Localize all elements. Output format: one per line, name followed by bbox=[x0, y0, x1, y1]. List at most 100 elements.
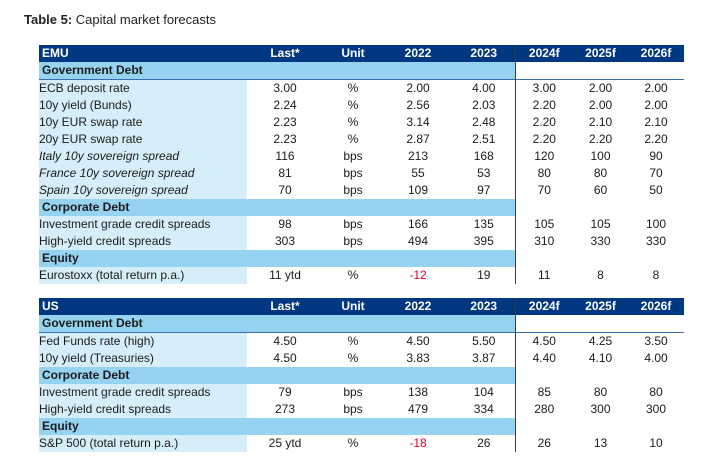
table-row: 10y EUR swap rate 2.23% 3.14 2.48 2.20 2.10 2.… bbox=[39, 114, 684, 131]
table-cell: 303 bbox=[274, 234, 296, 248]
table-cell: 55 bbox=[411, 166, 425, 180]
table-cell: 104 bbox=[453, 384, 516, 401]
table-cell: bps bbox=[343, 166, 363, 180]
table-row: France 10y sovereign spread 81 bps 55 53 80 80… bbox=[39, 165, 684, 182]
section-title: Corporate Debt bbox=[39, 367, 516, 384]
table-cell: 300 bbox=[645, 402, 667, 416]
table-cell: bps bbox=[343, 149, 363, 163]
table-row: 20y EUR swap rate 2.23% 2.87 2.51 2.20 2.20 2.… bbox=[39, 131, 684, 148]
column-header: Unit bbox=[323, 45, 383, 62]
row-label: High-yield credit spreads bbox=[39, 233, 247, 250]
table-row: Eurostoxx (total return p.a.) 11 ytd% -12 1… bbox=[39, 267, 684, 284]
table-cell: 105 bbox=[534, 217, 555, 231]
column-header: 2022 bbox=[383, 45, 453, 62]
table-cell: 3.83 bbox=[406, 351, 430, 365]
table-cell: 70 bbox=[278, 183, 292, 197]
table-cell: 2.56 bbox=[406, 98, 430, 112]
table-cell: 2.03 bbox=[453, 97, 516, 114]
section-row: Equity bbox=[39, 418, 684, 435]
section-row: Equity bbox=[39, 250, 684, 267]
table-cell: 105 bbox=[590, 217, 611, 231]
column-header: Last* bbox=[247, 298, 323, 315]
row-label: Investment grade credit spreads bbox=[39, 216, 247, 233]
row-label: 10y yield (Treasuries) bbox=[39, 350, 247, 367]
table-cell: 4.00 bbox=[644, 351, 668, 365]
section-title: Equity bbox=[39, 250, 516, 267]
section-filler bbox=[515, 199, 684, 216]
table-cell: 2.20 bbox=[532, 115, 556, 129]
row-label: France 10y sovereign spread bbox=[39, 165, 247, 182]
region-header: EMU bbox=[39, 45, 247, 62]
table-cell: 26 bbox=[453, 435, 516, 452]
table-cell: % bbox=[347, 132, 359, 146]
column-header: 2024f bbox=[515, 298, 573, 315]
section-row: Government Debt bbox=[39, 315, 684, 333]
row-label: Italy 10y sovereign spread bbox=[39, 148, 247, 165]
table-cell: 4.00 bbox=[453, 79, 516, 97]
table-cell: 4.10 bbox=[588, 351, 613, 365]
section-filler bbox=[515, 418, 684, 435]
column-header: 2025f bbox=[573, 45, 628, 62]
row-label: 10y EUR swap rate bbox=[39, 114, 247, 131]
table-cell: bps bbox=[343, 385, 363, 399]
section-title: Government Debt bbox=[39, 62, 516, 80]
table-row: Fed Funds rate (high) 4.50% 4.50 5.50 4.50 4.… bbox=[39, 332, 684, 350]
section-title: Equity bbox=[39, 418, 516, 435]
column-header: Unit bbox=[323, 298, 383, 315]
table-cell: 70 bbox=[537, 183, 551, 197]
header-row: EMU Last* Unit 2022 2023 2024f 2025f 2026f bbox=[39, 45, 684, 62]
table-cell: 2.00 bbox=[628, 79, 684, 97]
table-cell: 116 bbox=[275, 149, 295, 163]
emu-forecast-table: EMU Last* Unit 2022 2023 2024f 2025f 2026f Gover… bbox=[39, 45, 684, 284]
table-cell: 2.00 bbox=[588, 98, 613, 112]
table-cell: 81 bbox=[278, 166, 292, 180]
us-forecast-table: US Last* Unit 2022 2023 2024f 2025f 2026f Govern… bbox=[39, 298, 684, 452]
table-cell: 100 bbox=[590, 149, 611, 163]
table-cell: 4.50 bbox=[247, 332, 323, 350]
table-cell: bps bbox=[343, 402, 363, 416]
region-header: US bbox=[39, 298, 247, 315]
table-cell: 10 bbox=[649, 436, 663, 450]
table-cell: 2.20 bbox=[532, 132, 556, 146]
table-cell: 2.10 bbox=[588, 115, 613, 129]
section-title: Corporate Debt bbox=[39, 199, 516, 216]
row-label: ECB deposit rate bbox=[39, 79, 247, 97]
table-cell: 2.20 bbox=[588, 132, 613, 146]
table-cell: 5.50 bbox=[453, 332, 516, 350]
table-cell: 13 bbox=[593, 436, 608, 450]
table-cell: 60 bbox=[593, 183, 608, 197]
table-cell: 79 bbox=[278, 385, 292, 399]
table-cell: 2.24 bbox=[273, 98, 297, 112]
row-label: 20y EUR swap rate bbox=[39, 131, 247, 148]
section-row: Corporate Debt bbox=[39, 199, 684, 216]
column-header: 2023 bbox=[453, 298, 516, 315]
table-cell: 166 bbox=[407, 217, 429, 231]
table-cell: 2.00 bbox=[573, 79, 628, 97]
table-title: Capital market forecasts bbox=[75, 12, 216, 27]
column-header: Last* bbox=[247, 45, 323, 62]
table-cell: 120 bbox=[534, 149, 555, 163]
table-row: Spain 10y sovereign spread 70 bps 109 97 70 60… bbox=[39, 182, 684, 199]
table-cell: 2.00 bbox=[644, 98, 668, 112]
table-row: 10y yield (Treasuries) 4.50% 3.83 3.87 4.40 4… bbox=[39, 350, 684, 367]
table-cell: 4.50 bbox=[383, 332, 453, 350]
table-cell: 26 bbox=[537, 436, 551, 450]
table-row: ECB deposit rate 3.00% 2.00 4.00 3.00 2.00 2.0… bbox=[39, 79, 684, 97]
table-row: High-yield credit spreads 303 bps 494 395 310… bbox=[39, 233, 684, 250]
table-cell: 4.25 bbox=[573, 332, 628, 350]
table-cell: 98 bbox=[278, 217, 292, 231]
table-number: Table 5: bbox=[24, 12, 73, 27]
table-row: S&P 500 (total return p.a.) 25 ytd% -18 26 2… bbox=[39, 435, 684, 452]
table-cell: 300 bbox=[590, 402, 611, 416]
section-row: Government Debt bbox=[39, 62, 684, 80]
table-cell: 4.40 bbox=[532, 351, 556, 365]
table-row: Italy 10y sovereign spread 116 bps 213 168 12… bbox=[39, 148, 684, 165]
table-cell: 330 bbox=[645, 234, 667, 248]
column-header: 2022 bbox=[383, 298, 453, 315]
table-cell: 2.20 bbox=[644, 132, 668, 146]
table-cell: 273 bbox=[274, 402, 296, 416]
section-filler bbox=[515, 315, 684, 333]
row-label: Fed Funds rate (high) bbox=[39, 332, 247, 350]
table-cell: 138 bbox=[407, 385, 429, 399]
table-cell: 80 bbox=[593, 385, 608, 399]
